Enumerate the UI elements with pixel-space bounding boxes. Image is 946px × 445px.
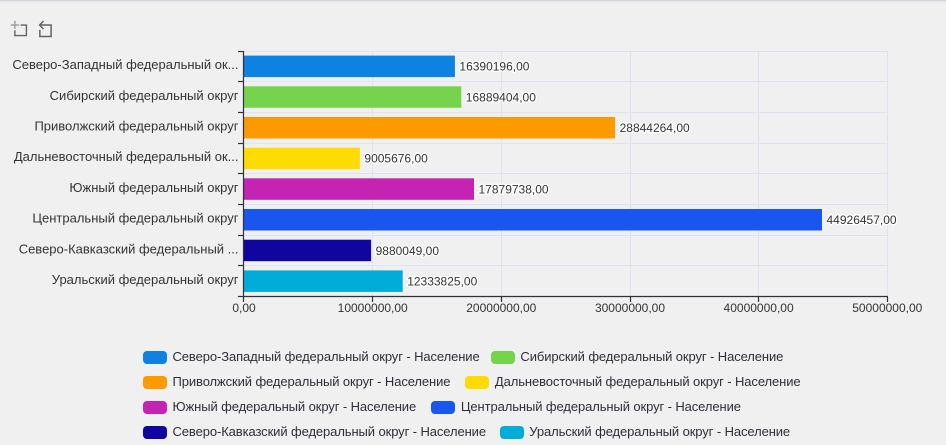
svg-text:12333825,00: 12333825,00 — [407, 275, 477, 289]
svg-text:Южный федеральный округ: Южный федеральный округ — [69, 180, 238, 195]
svg-text:Приволжский федеральный округ: Приволжский федеральный округ — [34, 119, 238, 134]
svg-text:30000000,00: 30000000,00 — [595, 301, 665, 315]
svg-text:44926457,00: 44926457,00 — [827, 213, 897, 227]
svg-text:10000000,00: 10000000,00 — [338, 301, 408, 315]
svg-text:40000000,00: 40000000,00 — [724, 301, 794, 315]
svg-text:20000000,00: 20000000,00 — [466, 301, 536, 315]
svg-text:16889404,00: 16889404,00 — [466, 90, 536, 104]
svg-text:Сибирский федеральный округ: Сибирский федеральный округ — [50, 88, 239, 103]
svg-text:50000000,00: 50000000,00 — [852, 301, 922, 315]
svg-text:Дальневосточный федеральный ок: Дальневосточный федеральный ок... — [14, 149, 239, 164]
svg-text:0,00: 0,00 — [232, 301, 256, 315]
svg-text:Северо-Кавказский федеральный: Северо-Кавказский федеральный ... — [19, 241, 239, 256]
svg-text:16390196,00: 16390196,00 — [459, 60, 529, 74]
svg-text:Уральский федеральный округ: Уральский федеральный округ — [52, 272, 239, 287]
svg-text:Центральный федеральный округ: Центральный федеральный округ — [32, 211, 238, 226]
svg-text:9880049,00: 9880049,00 — [376, 244, 440, 258]
svg-text:Северо-Западный федеральный ок: Северо-Западный федеральный ок... — [12, 57, 238, 72]
svg-text:17879738,00: 17879738,00 — [479, 182, 549, 196]
svg-text:28844264,00: 28844264,00 — [620, 121, 690, 135]
svg-text:9005676,00: 9005676,00 — [364, 152, 428, 166]
